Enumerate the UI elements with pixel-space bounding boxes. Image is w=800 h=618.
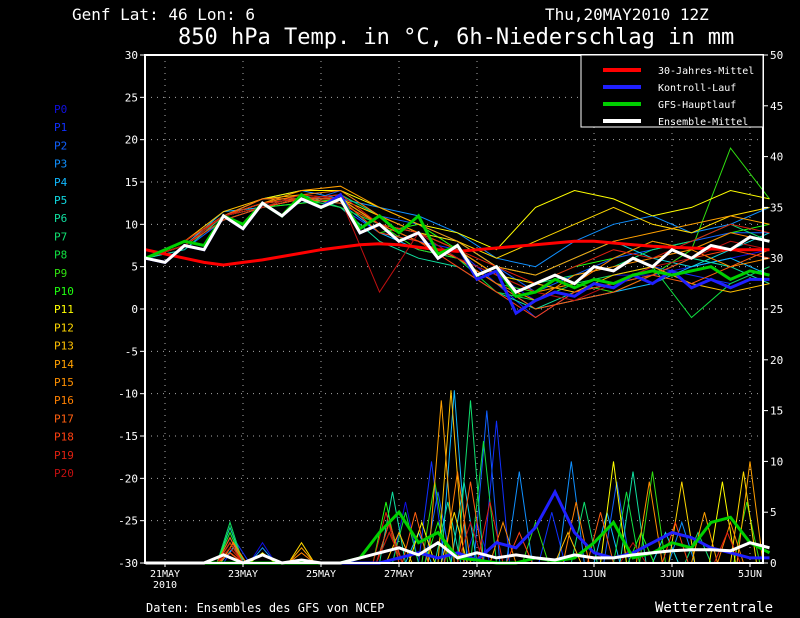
y-tick-label-right: 10 xyxy=(770,455,783,468)
data-source: Daten: Ensembles des GFS von NCEP xyxy=(146,601,384,615)
climate-temp-line xyxy=(145,239,770,267)
member-label: P7 xyxy=(54,230,67,243)
member-label: P12 xyxy=(54,321,74,334)
member-temp-line-p18 xyxy=(145,198,770,319)
y-tick-label-left: -10 xyxy=(118,388,138,401)
y-tick-label-right: 40 xyxy=(770,151,783,164)
member-label: P9 xyxy=(54,267,67,280)
member-label: P14 xyxy=(54,358,74,371)
mean-precip-line xyxy=(145,540,770,565)
y-tick-label-left: 20 xyxy=(125,134,138,147)
x-tick-sublabel: 2010 xyxy=(153,580,177,591)
member-label: P11 xyxy=(54,303,74,316)
member-label: P2 xyxy=(54,139,67,152)
y-tick-label-left: -30 xyxy=(118,557,138,570)
member-label: P8 xyxy=(54,249,67,262)
main-lines xyxy=(144,192,771,565)
member-temperature-lines xyxy=(145,147,770,319)
y-tick-label-right: 0 xyxy=(770,557,777,570)
x-tick-label: 5JUN xyxy=(738,569,762,580)
member-label: P17 xyxy=(54,412,74,425)
legend-label: 30-Jahres-Mittel xyxy=(658,66,754,77)
member-label: P10 xyxy=(54,285,74,298)
legend-label: Kontroll-Lauf xyxy=(658,83,736,94)
y-tick-label-left: 25 xyxy=(125,91,138,104)
x-tick-label: 27MAY xyxy=(384,569,414,580)
run-time-label: Thu,20MAY2010 12Z xyxy=(545,5,709,24)
member-label: P5 xyxy=(54,194,67,207)
y-tick-label-right: 5 xyxy=(770,506,777,519)
y-tick-label-left: 15 xyxy=(125,176,138,189)
plot-frame xyxy=(144,54,764,564)
legend-box xyxy=(580,54,764,128)
x-tick-label: 23MAY xyxy=(228,569,258,580)
member-label: P3 xyxy=(54,158,67,171)
member-label: P19 xyxy=(54,449,74,462)
member-label: P18 xyxy=(54,431,74,444)
member-label: P4 xyxy=(54,176,68,189)
legend-label: GFS-Hauptlauf xyxy=(658,100,736,111)
member-label: P0 xyxy=(54,103,67,116)
mean-temp-line xyxy=(145,196,770,294)
x-tick-label: 29MAY xyxy=(462,569,492,580)
y-tick-label-right: 45 xyxy=(770,100,783,113)
member-label: P13 xyxy=(54,340,74,353)
y-tick-label-left: -5 xyxy=(125,345,138,358)
y-tick-label-right: 20 xyxy=(770,354,783,367)
member-label: P1 xyxy=(54,121,67,134)
y-tick-label-left: 10 xyxy=(125,218,138,231)
y-tick-label-right: 25 xyxy=(770,303,783,316)
grid xyxy=(145,55,763,563)
y-tick-label-right: 50 xyxy=(770,49,783,62)
member-label: P20 xyxy=(54,467,74,480)
x-tick-label: 25MAY xyxy=(306,569,336,580)
y-tick-label-left: 0 xyxy=(131,303,138,316)
x-tick-label: 1JUN xyxy=(582,569,606,580)
y-tick-label-right: 15 xyxy=(770,405,783,418)
y-tick-label-left: -15 xyxy=(118,430,138,443)
member-temp-line-p3 xyxy=(145,189,770,268)
y-tick-label-left: -20 xyxy=(118,472,138,485)
member-label: P16 xyxy=(54,394,74,407)
member-label: P6 xyxy=(54,212,67,225)
legend: 30-Jahres-Mittel Kontroll-Lauf GFS-Hauptla… xyxy=(580,54,764,128)
y-tick-label-left: 5 xyxy=(131,261,138,274)
member-labels: P0 P1 P2 P3 P4 P5 P6 P7 P8 P9 P10 P11 P12 P13 P14 P15 P1… xyxy=(54,103,74,480)
y-tick-label-left: 30 xyxy=(125,49,138,62)
y-axes: 302520151050-5-10-15-20-25-3050454035302… xyxy=(118,49,783,570)
y-tick-label-right: 35 xyxy=(770,201,783,214)
x-tick-label: 21MAY xyxy=(150,569,180,580)
member-temp-line-p20 xyxy=(145,194,770,302)
member-temp-line-p19 xyxy=(145,194,770,285)
brand-label: Wetterzentrale xyxy=(655,600,773,616)
location-label: Genf Lat: 46 Lon: 6 xyxy=(72,5,255,24)
member-label: P15 xyxy=(54,376,74,389)
y-tick-label-left: -25 xyxy=(118,515,138,528)
x-tick-label: 3JUN xyxy=(660,569,684,580)
legend-label: Ensemble-Mittel xyxy=(658,117,748,128)
member-precip-lines xyxy=(145,390,764,564)
chart-title: 850 hPa Temp. in °C, 6h-Niederschlag in … xyxy=(178,25,734,50)
y-tick-label-right: 30 xyxy=(770,252,783,265)
